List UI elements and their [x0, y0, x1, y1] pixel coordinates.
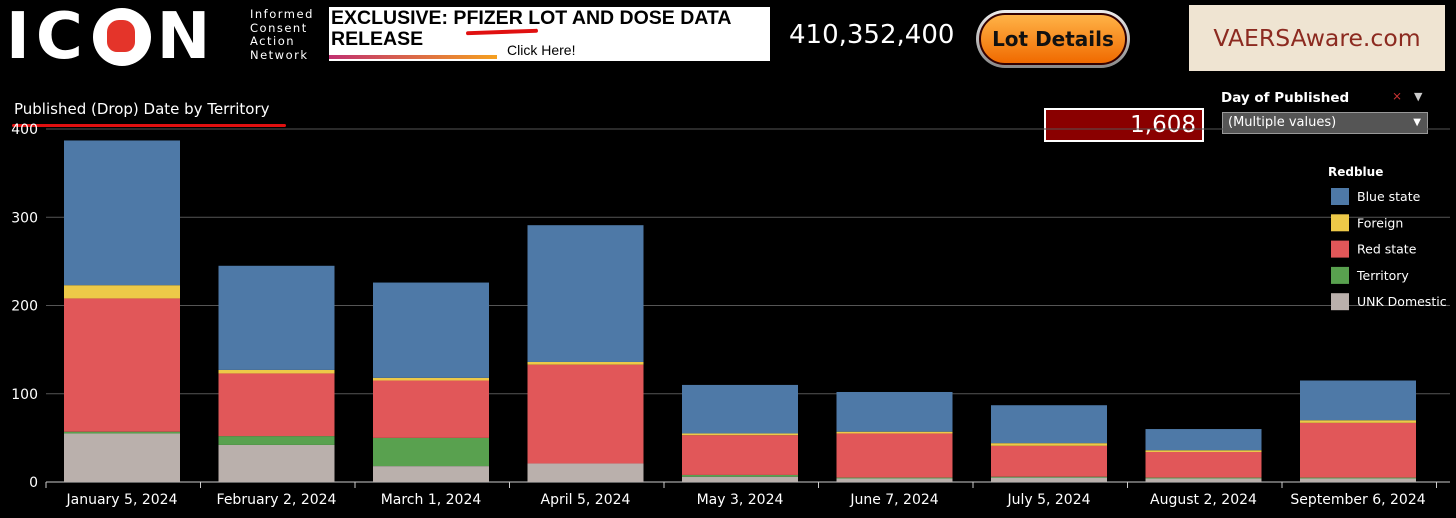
- bar-segment: [527, 463, 644, 482]
- chart-title: Published (Drop) Date by Territory: [14, 100, 270, 118]
- y-tick-label: 0: [29, 475, 38, 491]
- bar-segment: [682, 433, 798, 436]
- legend-label: Foreign: [1357, 215, 1403, 230]
- bar-segment: [1145, 477, 1262, 479]
- bar-segment: [64, 285, 180, 299]
- report-counter: 410,352,400: [789, 20, 955, 50]
- legend-label: Blue state: [1357, 189, 1421, 204]
- x-tick-label: June 7, 2024: [849, 492, 938, 508]
- vaersaware-link[interactable]: VAERSAware.com: [1189, 5, 1445, 71]
- logo-sub-line: Informed: [250, 7, 314, 21]
- bar-segment: [1300, 422, 1416, 478]
- ican-logo[interactable]: I C N Informed Consent Action Network: [6, 2, 326, 72]
- logo-sub-line: Action: [250, 34, 296, 48]
- bar-segment: [1300, 477, 1416, 479]
- x-tick-label: May 3, 2024: [697, 492, 784, 508]
- banner-cta[interactable]: Click Here!: [507, 42, 576, 58]
- legend-swatch: [1331, 266, 1349, 284]
- bar-segment: [527, 364, 644, 464]
- bar-segment: [373, 466, 489, 482]
- logo-sub-line: Consent: [250, 20, 308, 35]
- bar-segment: [64, 140, 180, 286]
- bar-segment: [1145, 429, 1262, 451]
- pfizer-release-banner[interactable]: EXCLUSIVE: PFIZER LOT AND DOSE DATA RELE…: [329, 7, 770, 61]
- bar-segment: [682, 384, 798, 434]
- bar-segment: [373, 282, 489, 378]
- bar-segment: [218, 436, 335, 445]
- bar-segment: [373, 437, 489, 467]
- filter-value: (Multiple values): [1228, 115, 1337, 130]
- legend-swatch: [1331, 214, 1349, 232]
- lot-details-button[interactable]: Lot Details: [976, 10, 1130, 68]
- x-tick-label: February 2, 2024: [217, 492, 337, 508]
- y-tick-label: 100: [11, 387, 38, 403]
- legend-swatch: [1331, 240, 1349, 258]
- hand-icon: [92, 8, 151, 66]
- bar-segment: [218, 444, 335, 482]
- logo-subtitle: Informed Consent Action Network: [250, 7, 314, 62]
- bar-segment: [1145, 478, 1262, 482]
- bar-segment: [836, 477, 953, 479]
- total-count: 1,608: [1044, 108, 1204, 142]
- legend-title: Redblue: [1328, 165, 1383, 179]
- bar-segment: [373, 377, 489, 381]
- legend-label: Territory: [1356, 268, 1409, 283]
- x-tick-label: July 5, 2024: [1006, 492, 1090, 508]
- bar-segment: [527, 225, 644, 362]
- bar-segment: [991, 405, 1107, 444]
- bar-segment: [64, 431, 180, 434]
- bar-segment: [1145, 451, 1262, 478]
- legend-swatch: [1331, 293, 1349, 311]
- x-tick-label: April 5, 2024: [541, 492, 631, 508]
- banner-title: EXCLUSIVE: PFIZER LOT AND DOSE DATA RELE…: [331, 7, 731, 50]
- bar-segment: [1300, 478, 1416, 482]
- bar-segment: [991, 477, 1107, 482]
- bar-segment: [373, 380, 489, 438]
- logo-letters: I C N: [6, 2, 216, 72]
- bar-segment: [682, 476, 798, 482]
- y-tick-label: 300: [11, 210, 38, 226]
- clear-filter-icon[interactable]: ⨯: [1392, 89, 1403, 103]
- x-tick-label: September 6, 2024: [1290, 492, 1425, 508]
- chevron-down-icon: ▼: [1413, 117, 1421, 128]
- banner-accent-bar: [329, 55, 497, 59]
- filter-menu-icon[interactable]: ▼: [1414, 90, 1423, 103]
- title-underline: [12, 124, 286, 127]
- bar-segment: [991, 443, 1107, 446]
- bar-segment: [991, 476, 1107, 478]
- lot-details-label: Lot Details: [979, 13, 1127, 65]
- legend-label: Red state: [1357, 242, 1417, 257]
- bar-segment: [682, 435, 798, 475]
- bar-segment: [836, 391, 953, 432]
- bar-segment: [218, 369, 335, 374]
- bar-segment: [991, 445, 1107, 477]
- x-tick-label: August 2, 2024: [1150, 492, 1257, 508]
- bar-segment: [1300, 380, 1416, 421]
- logo-letter-i: I: [6, 0, 36, 74]
- bar-segment: [836, 433, 953, 478]
- bar-segment: [836, 478, 953, 482]
- bar-segment: [1300, 420, 1416, 423]
- bar-segment: [682, 474, 798, 477]
- filter-label: Day of Published: [1221, 90, 1350, 106]
- bar-segment: [64, 298, 180, 432]
- bar-segment: [218, 265, 335, 370]
- logo-letter-c: C: [35, 0, 89, 74]
- legend-label: UNK Domestic: [1357, 294, 1447, 309]
- bar-segment: [527, 361, 644, 365]
- logo-letter-n: N: [156, 0, 217, 74]
- y-tick-label: 400: [11, 122, 38, 138]
- x-tick-label: January 5, 2024: [66, 492, 178, 508]
- legend-swatch: [1331, 188, 1349, 205]
- y-tick-label: 200: [11, 299, 38, 315]
- bar-segment: [836, 431, 953, 434]
- x-tick-label: March 1, 2024: [381, 492, 482, 508]
- bar-segment: [218, 373, 335, 437]
- bar-segment: [1145, 450, 1262, 452]
- logo-sub-line: Network: [250, 47, 309, 62]
- bar-segment: [64, 433, 180, 482]
